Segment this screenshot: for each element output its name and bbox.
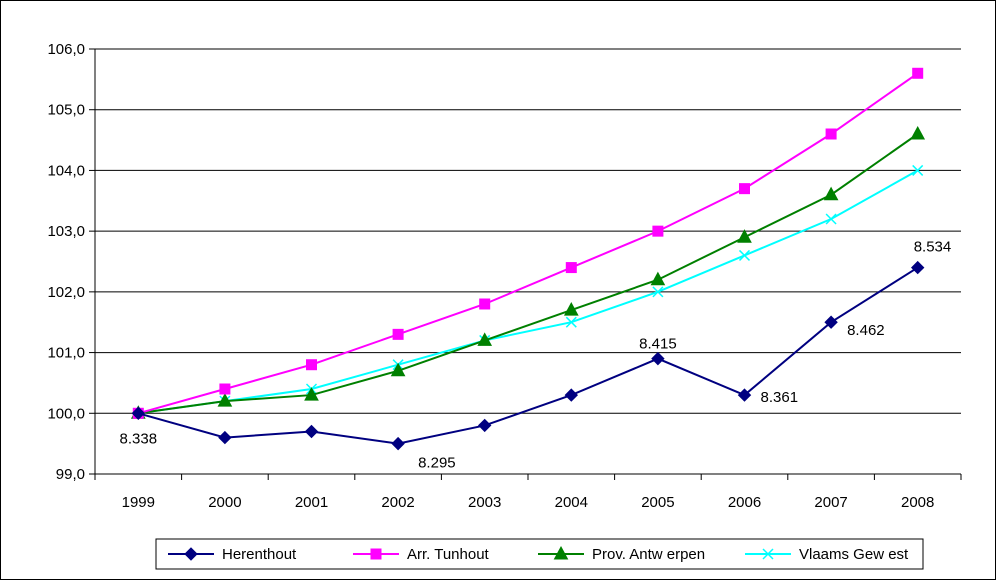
data-point	[477, 418, 492, 433]
data-point-stroke	[652, 286, 664, 298]
y-tick-label: 102,0	[47, 284, 85, 301]
data-point-stroke	[825, 213, 837, 225]
data-point	[823, 186, 839, 201]
data-point	[304, 387, 319, 401]
y-tick-label: 99,0	[56, 466, 85, 483]
x-tick-label: 2003	[468, 494, 501, 511]
x-tick-label: 2008	[901, 494, 934, 511]
data-point	[737, 229, 752, 243]
data-point	[392, 328, 404, 340]
data-labels: 8.338 8.295 8.415 8.361 8.462 8.534	[120, 239, 952, 472]
data-point	[650, 271, 666, 286]
data-point	[131, 406, 146, 420]
data-point	[565, 316, 577, 328]
data-point	[738, 249, 751, 261]
data-point	[563, 302, 579, 316]
series-line	[138, 133, 919, 415]
data-point	[910, 260, 925, 275]
series-line	[138, 72, 919, 415]
y-tick-label: 100,0	[47, 405, 85, 422]
data-point	[912, 164, 924, 176]
y-tick-label: 103,0	[47, 223, 85, 240]
data-point	[479, 298, 491, 310]
legend-label: Herenthout	[222, 546, 297, 563]
data-point	[910, 125, 926, 140]
x-tick-label: 2004	[555, 494, 588, 511]
data-point	[184, 547, 198, 561]
legend-label: Vlaams Gew est	[799, 546, 909, 563]
data-point	[219, 383, 231, 395]
data-point-stroke	[738, 249, 751, 261]
data-point	[824, 315, 838, 329]
data-point	[739, 183, 750, 195]
axes: 99,0 100,0 101,0 102,0 103,0 104,0 105,0 106,0 1…	[47, 41, 962, 511]
data-point	[564, 388, 579, 402]
series-lines	[130, 67, 926, 451]
series-line	[138, 266, 919, 445]
data-label: 8.361	[761, 389, 799, 406]
y-tick-label: 104,0	[47, 162, 85, 179]
data-label: 8.415	[639, 336, 677, 353]
data-point	[391, 436, 405, 451]
y-tick-label: 105,0	[47, 102, 85, 119]
data-point	[652, 225, 664, 237]
x-tick-label: 2007	[814, 494, 847, 511]
data-point	[912, 67, 924, 79]
legend-label: Arr. Tunhout	[407, 546, 490, 563]
y-tick-label: 101,0	[47, 345, 85, 362]
data-point	[762, 548, 774, 560]
data-point-stroke	[565, 316, 577, 328]
data-point	[825, 128, 837, 140]
data-label: 8.295	[418, 455, 456, 472]
data-point	[390, 362, 406, 377]
legend: Herenthout Arr. Tunhout Prov. Antw erpen Vl…	[155, 538, 924, 570]
x-tick-label: 2005	[641, 494, 674, 511]
data-point	[651, 351, 665, 366]
x-tick-label: 2000	[208, 494, 241, 511]
data-point	[306, 359, 317, 371]
data-point	[370, 548, 382, 560]
data-point	[737, 388, 752, 402]
data-point	[553, 545, 569, 560]
x-tick-label: 2006	[728, 494, 761, 511]
data-point	[304, 424, 319, 439]
data-label: 8.534	[914, 239, 952, 256]
data-point	[217, 393, 233, 407]
data-point	[218, 430, 232, 445]
data-point	[652, 286, 664, 298]
x-tick-label: 2001	[295, 494, 328, 511]
data-point-stroke	[912, 164, 924, 176]
series-line	[138, 169, 919, 415]
data-point-stroke	[762, 548, 774, 560]
x-tick-label: 2002	[381, 494, 414, 511]
data-point	[825, 213, 837, 225]
legend-label: Prov. Antw erpen	[592, 546, 705, 563]
data-label: 8.338	[120, 430, 158, 447]
gridlines	[95, 48, 961, 475]
data-point	[477, 332, 493, 346]
x-tick-label: 1999	[122, 494, 155, 511]
data-point	[565, 262, 577, 274]
y-tick-label: 106,0	[47, 41, 85, 58]
data-label: 8.462	[847, 322, 885, 339]
